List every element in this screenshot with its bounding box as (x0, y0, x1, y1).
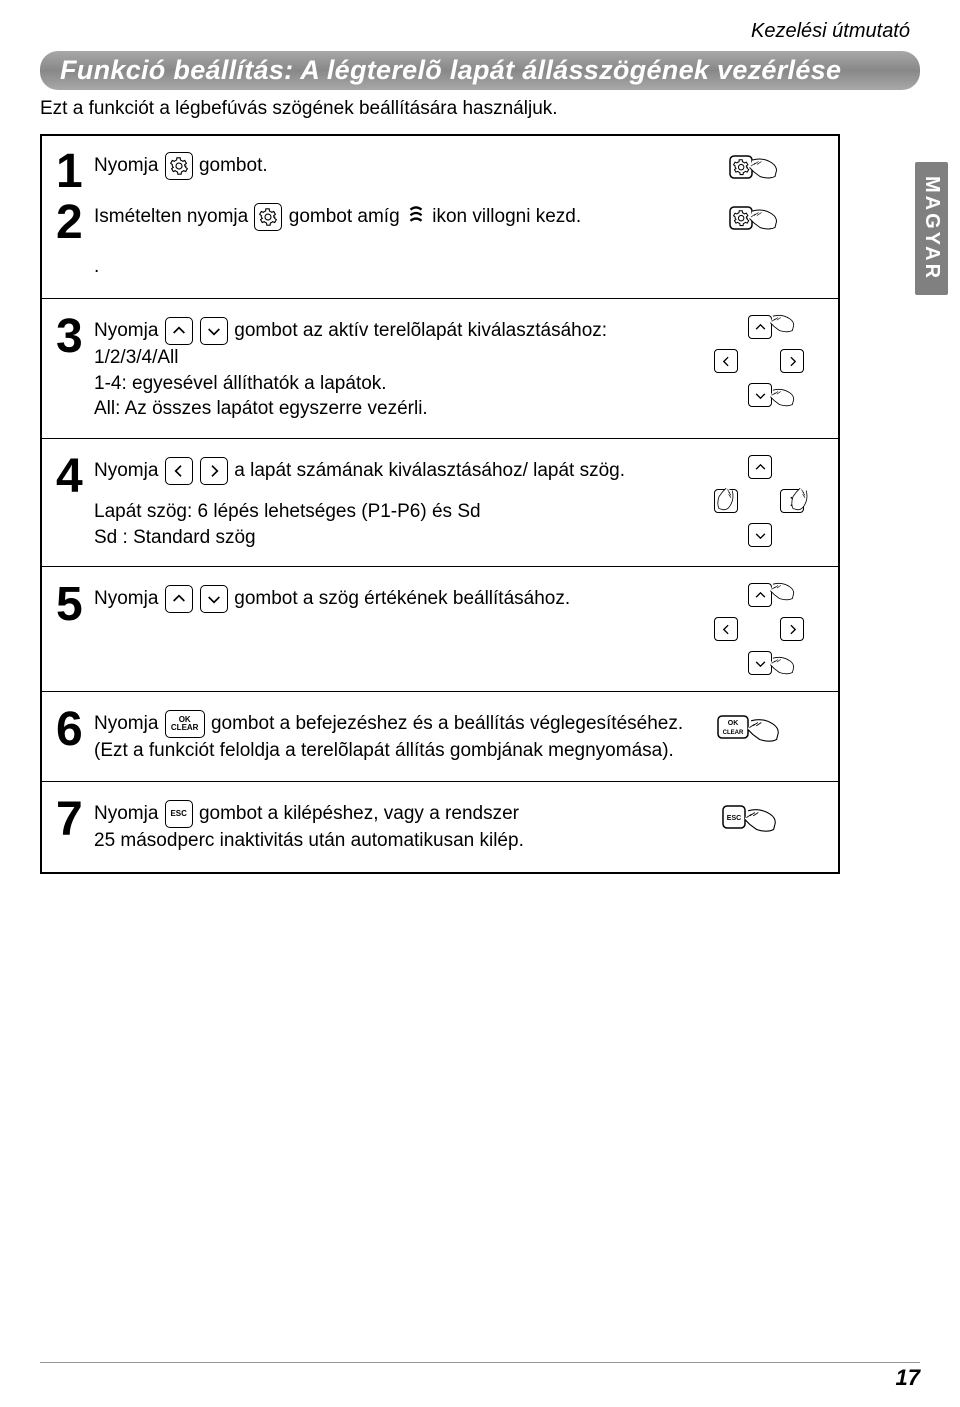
step-number: 7 (56, 798, 94, 841)
down-button-icon (200, 585, 228, 613)
up-button-icon (165, 585, 193, 613)
hand-icon (781, 487, 811, 521)
hand-icon (769, 385, 809, 411)
hand-icon (769, 311, 809, 337)
page-title: Funkció beállítás: A légterelõ lapát áll… (60, 55, 900, 86)
step-row: 7 Nyomja ESC gombot a kilépéshez, vagy a… (42, 782, 838, 872)
step-text: gombot a befejezéshez és a beállítás vég… (211, 714, 683, 735)
step-row: 3 Nyomja gombot az aktív terelõlapát kiv… (42, 299, 838, 439)
language-tab: MAGYAR (915, 162, 948, 295)
press-illustration: ESC (694, 798, 824, 838)
step-text: Nyomja (94, 155, 158, 176)
dpad-illustration (694, 455, 824, 547)
press-illustration (694, 150, 824, 186)
left-button-icon (714, 617, 738, 641)
step-row: 6 Nyomja OKCLEAR gombot a befejezéshez é… (42, 692, 838, 782)
step-number: 6 (56, 708, 94, 751)
left-button-icon (714, 349, 738, 373)
intro-text: Ezt a funkciót a légbefúvás szögének beá… (40, 98, 920, 120)
step-row: 4 Nyomja a lapát számának kiválasztásáho… (42, 439, 838, 567)
step-1-2-group: 1 Nyomja gombot. 2 Ismételten n (42, 136, 838, 299)
step-text: Ismételten nyomja (94, 206, 248, 227)
step-text: Nyomja (94, 589, 158, 610)
step-text: gombot a kilépéshez, vagy a rendszer (199, 804, 519, 825)
step-text: Nyomja (94, 804, 158, 825)
step-number: 4 (56, 455, 94, 498)
esc-button-icon: ESC (165, 800, 193, 828)
step-text: Lapát szög: 6 lépés lehetséges (P1-P6) é… (94, 499, 694, 525)
svg-text:CLEAR: CLEAR (723, 730, 744, 736)
dpad-illustration (694, 315, 824, 407)
step-text: Sd : Standard szög (94, 525, 694, 551)
press-illustration (694, 201, 824, 237)
page-number: 17 (896, 1365, 920, 1391)
gear-button-icon (165, 152, 193, 180)
step-number: 1 (56, 150, 94, 193)
step-text: (Ezt a funkciót feloldja a terelõlapát á… (94, 738, 694, 764)
step-text: gombot amíg (289, 206, 400, 227)
press-illustration: OK CLEAR (694, 708, 824, 748)
step-row: 5 Nyomja gombot a szög értékének beállít… (42, 567, 838, 692)
steps-container: 1 Nyomja gombot. 2 Ismételten n (40, 134, 840, 874)
left-button-icon (165, 457, 193, 485)
hand-icon (769, 579, 809, 605)
right-button-icon (780, 349, 804, 373)
step-text: 1-4: egyesével állíthatók a lapátok. (94, 371, 694, 397)
gear-button-icon (254, 203, 282, 231)
step-text: Nyomja (94, 714, 158, 735)
step-text: gombot a szög értékének beállításához. (234, 589, 570, 610)
right-button-icon (780, 617, 804, 641)
step-number: 3 (56, 315, 94, 358)
svg-text:ESC: ESC (727, 815, 741, 822)
svg-text:OK: OK (728, 720, 739, 727)
step-text: Nyomja (94, 320, 158, 341)
footer-rule (40, 1362, 920, 1363)
step-text: Nyomja (94, 460, 158, 481)
right-button-icon (200, 457, 228, 485)
hand-icon (707, 487, 737, 521)
step-text: a lapát számának kiválasztásához/ lapát … (234, 460, 625, 481)
down-button-icon (748, 523, 772, 547)
dpad-illustration (694, 583, 824, 675)
step-text: gombot. (199, 155, 268, 176)
up-button-icon (165, 317, 193, 345)
step-number: 2 (56, 201, 94, 244)
ok-clear-button-icon: OKCLEAR (165, 710, 205, 738)
step-text: . (94, 252, 824, 280)
step-text: ikon villogni kezd. (432, 206, 581, 227)
step-text: 25 másodperc inaktivitás után automatiku… (94, 828, 694, 854)
step-number: 5 (56, 583, 94, 626)
title-bar: Funkció beállítás: A légterelõ lapát áll… (40, 51, 920, 90)
wave-icon (407, 203, 425, 231)
up-button-icon (748, 455, 772, 479)
header-label: Kezelési útmutató (40, 20, 920, 43)
step-text: All: Az összes lapátot egyszerre vezérli… (94, 396, 694, 422)
down-button-icon (200, 317, 228, 345)
hand-icon (769, 653, 809, 679)
